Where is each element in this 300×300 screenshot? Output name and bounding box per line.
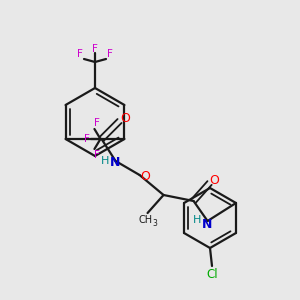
Text: O: O bbox=[141, 169, 151, 182]
Text: N: N bbox=[110, 157, 121, 169]
Text: H: H bbox=[194, 215, 202, 225]
Text: O: O bbox=[210, 173, 220, 187]
Text: F: F bbox=[107, 49, 113, 59]
Text: N: N bbox=[202, 218, 213, 230]
Text: F: F bbox=[92, 44, 98, 54]
Text: H: H bbox=[101, 156, 110, 166]
Text: F: F bbox=[83, 134, 89, 144]
Text: O: O bbox=[121, 112, 130, 125]
Text: F: F bbox=[94, 150, 99, 160]
Text: F: F bbox=[94, 118, 99, 128]
Text: CH: CH bbox=[139, 215, 153, 225]
Text: Cl: Cl bbox=[206, 268, 218, 281]
Text: 3: 3 bbox=[152, 220, 157, 229]
Text: F: F bbox=[77, 49, 83, 59]
